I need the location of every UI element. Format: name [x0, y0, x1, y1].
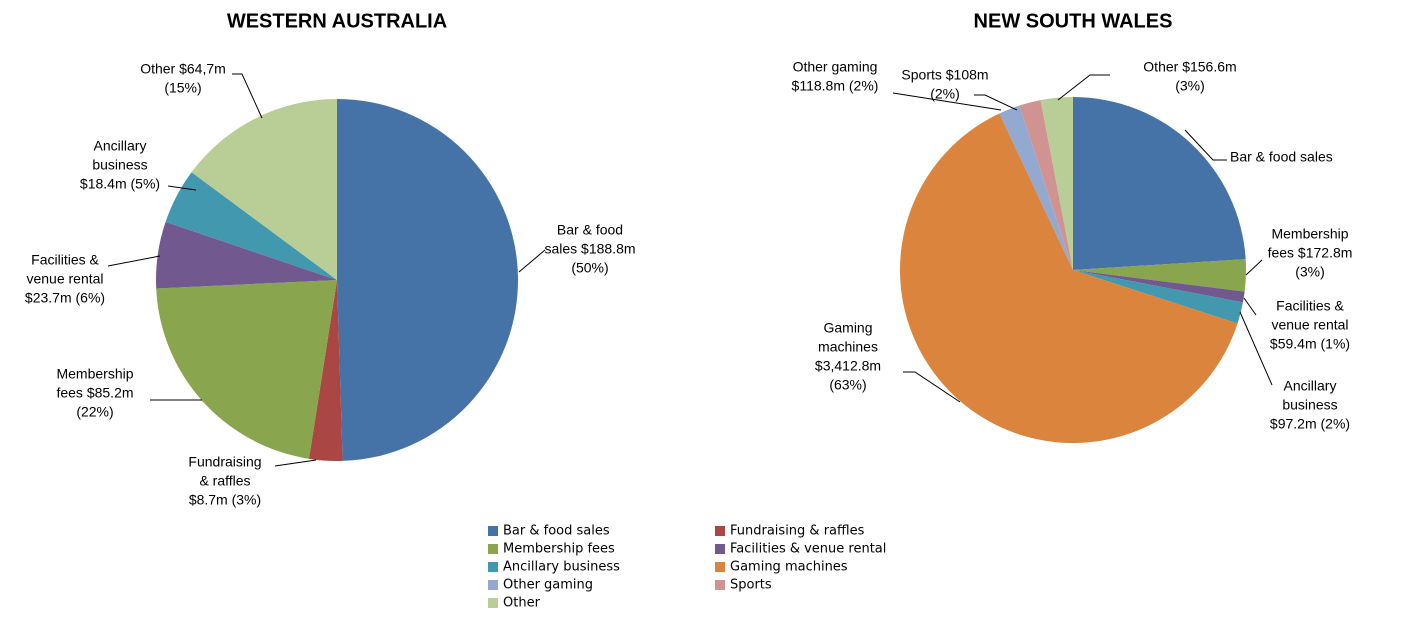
slice-label: venue rental: [1271, 317, 1348, 333]
slice-label: $118.8m (2%): [792, 78, 879, 94]
pie-slice: [156, 221, 337, 289]
pie-slice: [1073, 270, 1243, 324]
legend-label: Ancillary business: [503, 560, 620, 575]
slice-label: $23.7m (6%): [25, 290, 105, 306]
slice-label: Other $64,7m: [140, 61, 226, 77]
legend-label: Other: [503, 596, 541, 611]
legend-swatch: [488, 544, 498, 554]
slice-label: Bar & food sales: [1230, 149, 1333, 165]
slice-label: Other $156.6m: [1143, 59, 1236, 75]
slice-label: (15%): [164, 80, 201, 96]
leader-line: [518, 249, 546, 273]
pie-slice: [1019, 100, 1073, 271]
slice-label: Ancillary: [94, 138, 147, 154]
slice-label: fees $172.8m: [1268, 245, 1353, 261]
legend-swatch: [488, 598, 498, 608]
legend-swatch: [715, 526, 725, 536]
pie-slice: [191, 99, 337, 280]
slice-label: $18.4m (5%): [80, 176, 160, 192]
leader-line: [1239, 311, 1273, 386]
legend-label: Membership fees: [503, 542, 615, 557]
legend-swatch: [488, 562, 498, 572]
pie-slice: [900, 113, 1238, 443]
legend-label: Gaming machines: [730, 560, 848, 575]
legend-label: Bar & food sales: [503, 524, 610, 539]
leader-line: [232, 73, 263, 119]
legend-swatch: [488, 580, 498, 590]
legend-swatch: [488, 526, 498, 536]
pie-slice: [1073, 259, 1246, 292]
leader-line: [167, 185, 197, 191]
slice-label: $8.7m (3%): [189, 492, 261, 508]
slice-label: (22%): [76, 404, 113, 420]
slice-label: Membership: [56, 366, 133, 382]
slice-label: Other gaming: [793, 59, 878, 75]
leader-line: [1057, 74, 1110, 101]
slice-label: (50%): [571, 260, 608, 276]
leader-line: [1243, 297, 1257, 316]
slice-label: $3,412.8m: [815, 358, 881, 374]
leader-line: [1245, 259, 1263, 276]
pie-slice: [337, 99, 519, 461]
slice-label: fees $85.2m: [56, 385, 133, 401]
slice-label: Ancillary: [1284, 378, 1337, 394]
legend-swatch: [715, 562, 725, 572]
slice-label: Gaming: [823, 320, 872, 336]
chart-title: WESTERN AUSTRALIA: [227, 10, 447, 32]
legend-label: Facilities & venue rental: [730, 542, 886, 557]
slice-label: (2%): [930, 86, 960, 102]
slice-label: machines: [818, 339, 878, 355]
pie-slice: [165, 172, 337, 280]
slice-label: Fundraising: [188, 454, 261, 470]
leader-line: [107, 255, 161, 267]
leader-line: [903, 371, 961, 403]
slice-label: Membership: [1271, 226, 1348, 242]
leader-line: [974, 94, 1018, 111]
legend-label: Sports: [730, 578, 772, 593]
slice-label: business: [92, 157, 147, 173]
slice-label: Facilities &: [31, 252, 99, 268]
legend-swatch: [715, 580, 725, 590]
pie-slice: [1073, 97, 1246, 270]
slice-label: $97.2m (2%): [1270, 416, 1350, 432]
legend-label: Other gaming: [503, 578, 593, 593]
slice-label: (63%): [829, 377, 866, 393]
pie-slice: [1073, 270, 1245, 303]
slice-label: Facilities &: [1276, 298, 1344, 314]
slice-label: (3%): [1175, 78, 1205, 94]
pie-slice: [999, 105, 1073, 270]
slice-label: $59.4m (1%): [1270, 336, 1350, 352]
slice-label: sales $188.8m: [544, 241, 635, 257]
leader-line: [1184, 129, 1227, 161]
pie-slice: [1040, 97, 1073, 270]
pie-slice: [308, 280, 343, 461]
legend-swatch: [715, 544, 725, 554]
leader-line: [892, 92, 1002, 111]
slice-label: (3%): [1295, 264, 1325, 280]
chart-title: NEW SOUTH WALES: [974, 10, 1173, 32]
slice-label: Bar & food: [557, 222, 623, 238]
pie-slice: [156, 280, 337, 459]
slice-label: venue rental: [26, 271, 103, 287]
slice-label: business: [1282, 397, 1337, 413]
legend-label: Fundraising & raffles: [730, 524, 865, 539]
slice-label: & raffles: [199, 473, 250, 489]
leader-line: [274, 459, 317, 467]
slice-label: Sports $108m: [901, 67, 988, 83]
